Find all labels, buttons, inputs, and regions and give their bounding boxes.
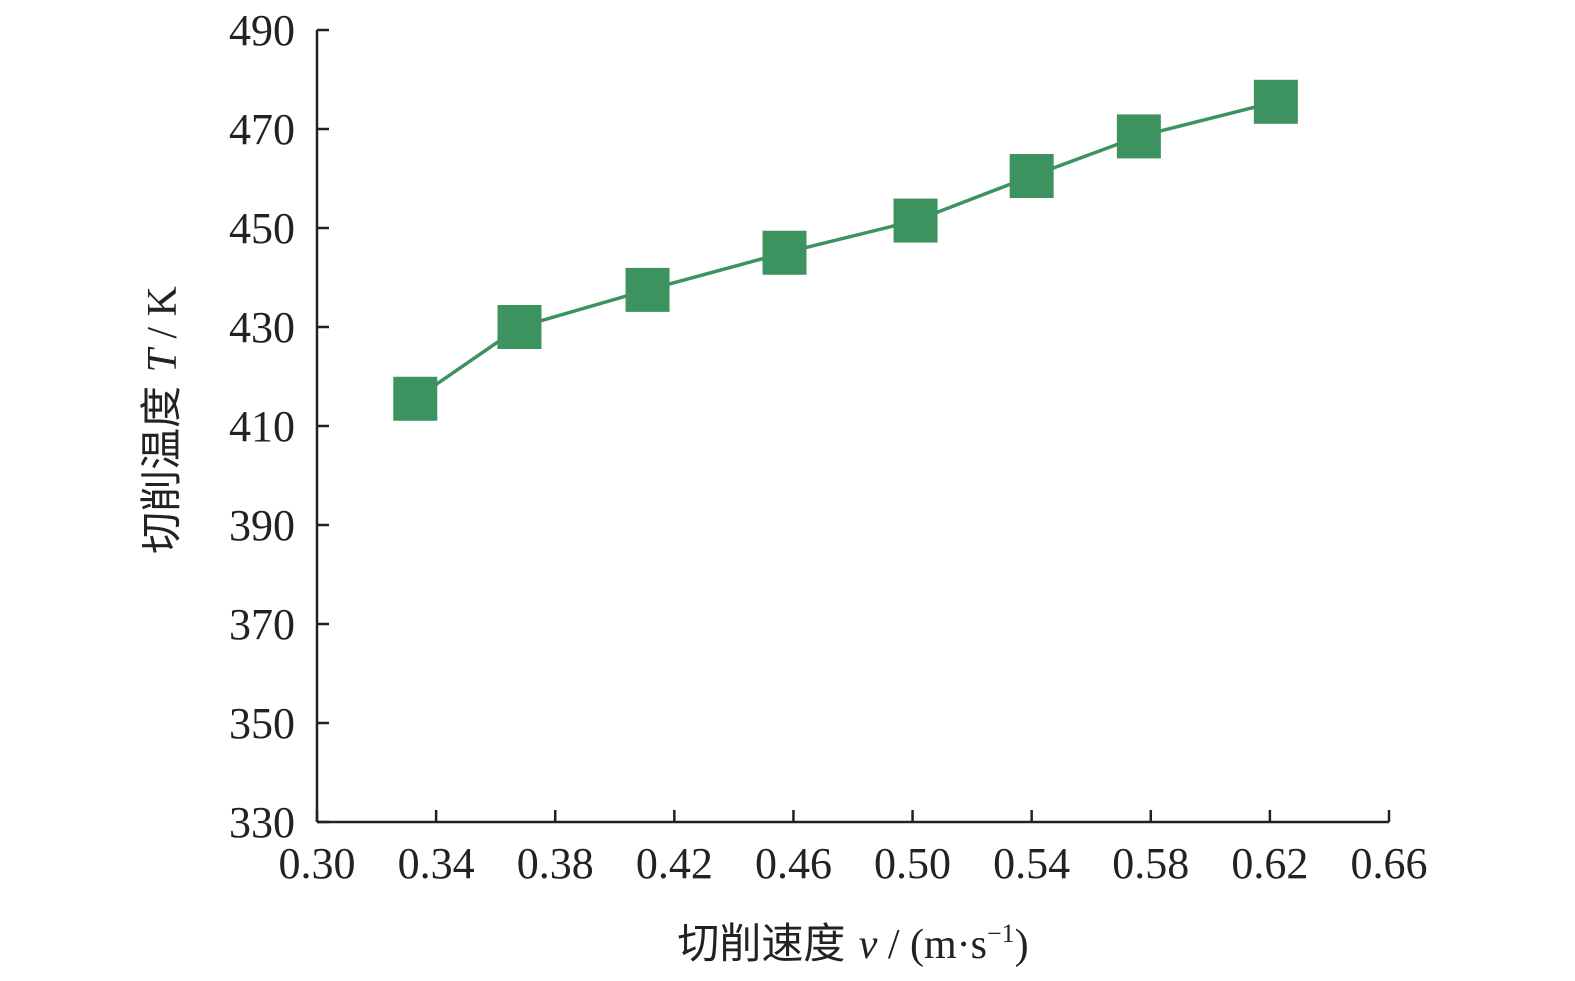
y-tick-label: 390 <box>229 501 295 550</box>
data-point-marker <box>893 198 938 243</box>
y-axis-title-variable: T <box>140 347 186 373</box>
y-tick-label: 470 <box>229 105 295 154</box>
x-tick-label: 0.42 <box>636 839 713 888</box>
y-tick-label: 430 <box>229 303 295 352</box>
x-axis-title-unit-close: ) <box>1015 922 1029 968</box>
y-ticks: 330 350 370 390 410 430 450 470 490 <box>229 6 329 847</box>
x-tick-label: 0.66 <box>1351 839 1428 888</box>
y-tick-label: 350 <box>229 699 295 748</box>
data-point-marker <box>762 230 807 275</box>
data-point-marker <box>1009 154 1054 199</box>
y-tick-label: 490 <box>229 6 295 55</box>
y-axis-title-unit: / K <box>140 286 186 349</box>
x-axis-title-prefix: 切削速度 <box>677 919 858 968</box>
x-axis-title-variable: v <box>859 922 878 968</box>
x-tick-label: 0.58 <box>1112 839 1189 888</box>
y-tick-label: 370 <box>229 600 295 649</box>
x-tick-label: 0.62 <box>1231 839 1308 888</box>
data-point-marker <box>1253 79 1298 124</box>
x-tick-label: 0.54 <box>993 839 1070 888</box>
axes <box>315 30 1389 824</box>
y-tick-label: 330 <box>229 798 295 847</box>
data-point-marker <box>1116 114 1161 159</box>
data-point-marker <box>625 267 670 312</box>
x-tick-label: 0.30 <box>279 839 356 888</box>
x-axis-title-unit: / (m·s <box>877 922 987 968</box>
y-axis-title-prefix: 切削温度 <box>137 373 186 554</box>
y-tick-label: 410 <box>229 402 295 451</box>
series <box>393 79 1298 421</box>
x-axis-title-unit-exponent: −1 <box>987 919 1015 948</box>
x-tick-label: 0.46 <box>755 839 832 888</box>
x-axis-title: 切削速度 v / (m·s−1) <box>677 919 1028 968</box>
x-tick-label: 0.38 <box>517 839 594 888</box>
y-tick-label: 450 <box>229 204 295 253</box>
x-tick-label: 0.50 <box>874 839 951 888</box>
data-point-marker <box>393 376 438 421</box>
x-tick-label: 0.34 <box>398 839 475 888</box>
x-ticks: 0.30 0.34 0.38 0.42 0.46 0.50 0.54 0.58 0.62 0.66 <box>279 810 1428 888</box>
data-point-marker <box>497 305 542 349</box>
y-axis-title: 切削温度 T / K <box>137 286 186 554</box>
